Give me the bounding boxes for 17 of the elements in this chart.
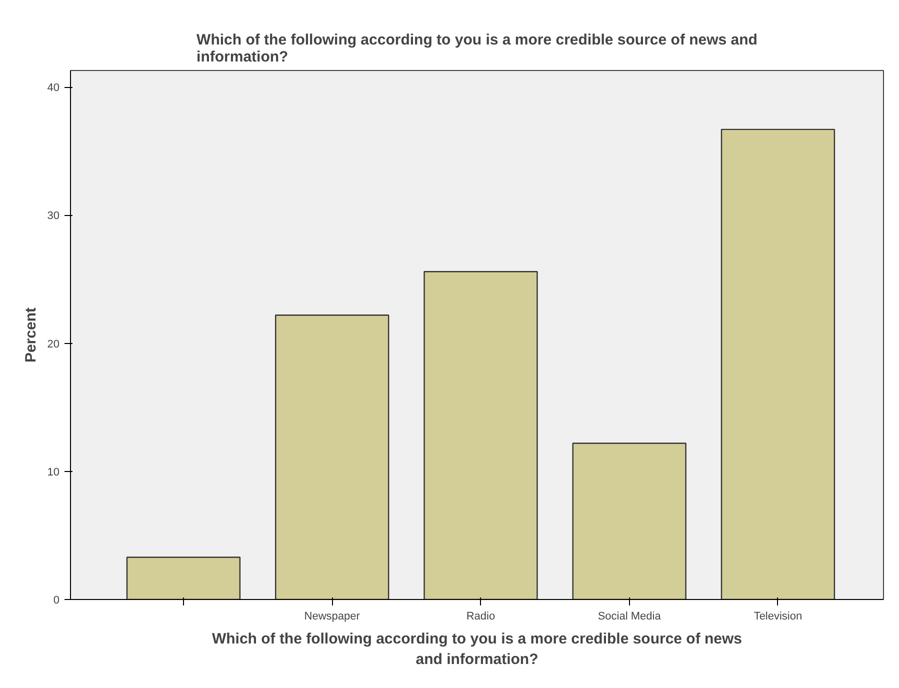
chart-title: Which of the following according to you is a more credible source of news and information?: [196, 32, 758, 66]
bar: [424, 270, 538, 600]
x-tick-label: Social Media: [598, 610, 662, 622]
y-axis-title: Percent: [22, 307, 40, 363]
bar: [275, 314, 390, 600]
y-tick-label: 30: [47, 210, 60, 222]
x-axis-title: Which of the following according to you is a more credible source of news and information?: [212, 630, 742, 668]
x-tick-label: Newspaper: [304, 610, 360, 622]
bar: [720, 128, 836, 600]
bar: [572, 442, 686, 600]
bar: [126, 556, 241, 600]
y-tick-label: 20: [47, 338, 60, 350]
x-tick-label: Television: [754, 610, 802, 622]
y-tick-label: 10: [47, 466, 60, 478]
x-tick-label: Radio: [466, 610, 496, 622]
y-tick-label: 0: [53, 594, 60, 606]
y-tick-label: 40: [47, 82, 60, 94]
